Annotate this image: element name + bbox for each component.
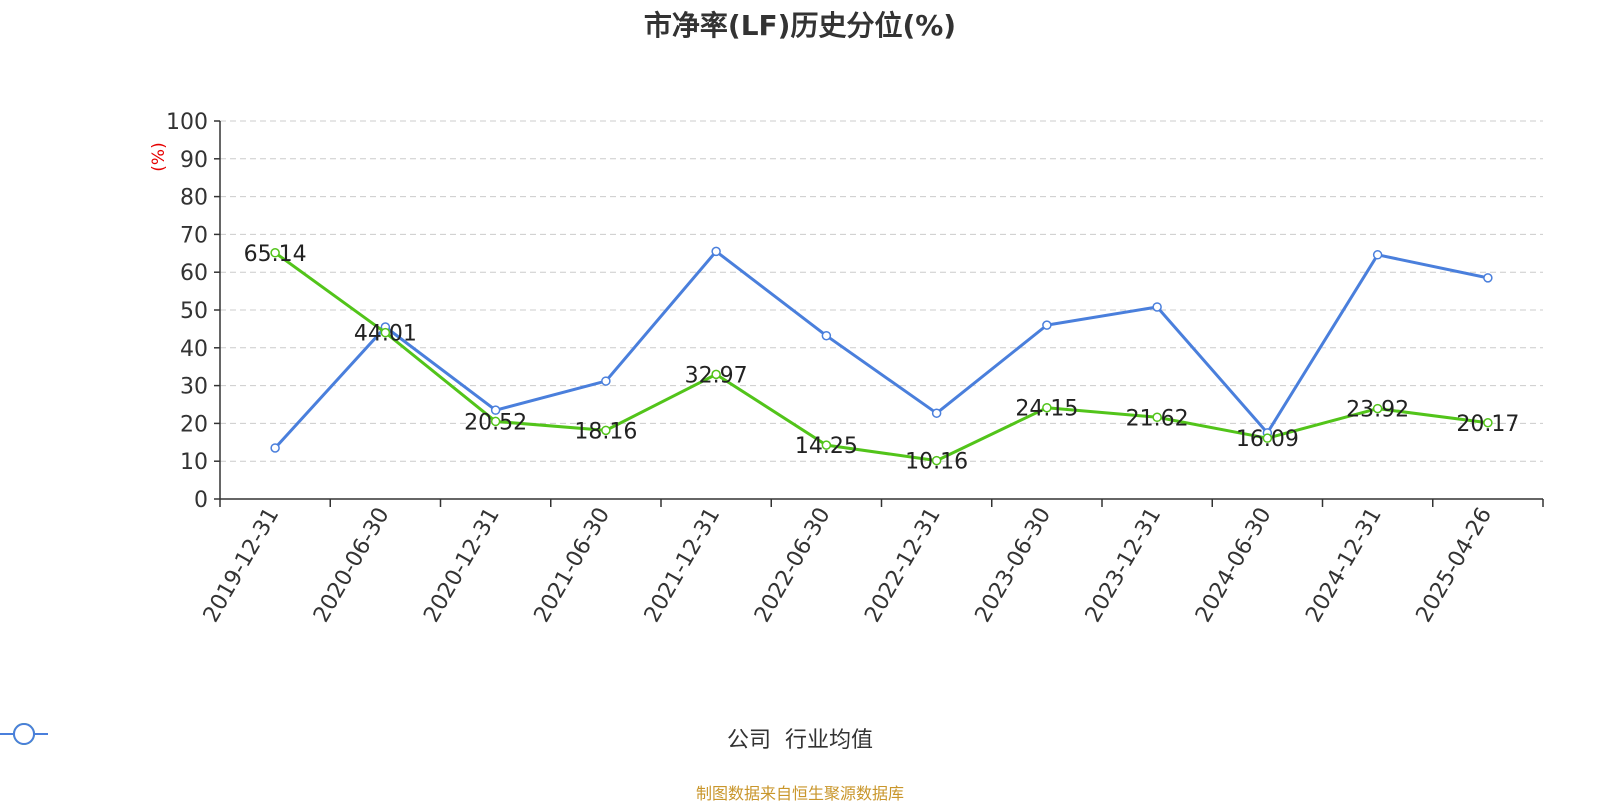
axes: 0 10 20 30 40 50 60 70 80 90 100 (%) 2019-12-31 2020-…: [149, 110, 1544, 627]
x-tick-label: 2019-12-31: [199, 504, 285, 627]
y-tick-label: 10: [180, 450, 208, 475]
data-label: 23.92: [1346, 398, 1409, 423]
y-tick-label: 20: [180, 412, 208, 437]
y-tick-label: 50: [180, 299, 208, 324]
x-tick-label: 2021-06-30: [529, 504, 615, 627]
y-axis-label: (%): [149, 142, 169, 171]
data-point-company: [1152, 412, 1162, 423]
data-point-company: [1042, 402, 1052, 413]
data-label: 10.16: [905, 450, 968, 475]
data-label: 24.15: [1015, 397, 1078, 422]
x-tick-label: 2023-12-31: [1081, 504, 1167, 627]
data-point-industry-avg: [1483, 273, 1493, 283]
data-point-company: [931, 455, 942, 466]
data-point-company: [601, 425, 611, 436]
x-tick-label: 2022-12-31: [860, 504, 946, 627]
data-point-company: [490, 416, 501, 427]
data-point-industry-avg: [1152, 302, 1162, 312]
x-tick-label: 2024-12-31: [1301, 504, 1387, 627]
legend-label-industry-avg: 行业均值: [785, 728, 874, 753]
y-tick-label: 0: [194, 488, 208, 513]
y-tick-label: 40: [180, 337, 208, 362]
data-point-company: [711, 369, 721, 380]
x-tick-label: 2021-12-31: [640, 504, 726, 627]
data-label: 65.14: [244, 242, 307, 267]
y-tick-label: 100: [166, 110, 208, 135]
data-point-industry-avg: [490, 405, 501, 415]
series-lines: [270, 246, 1493, 466]
data-point-industry-avg: [1372, 250, 1383, 260]
data-point-industry-avg: [270, 443, 280, 453]
y-tick-label: 70: [180, 223, 208, 248]
x-tick-label: 2024-06-30: [1191, 504, 1277, 627]
x-tick-label: 2020-12-31: [419, 504, 505, 627]
x-tick-label: 2025-04-26: [1411, 504, 1497, 627]
data-point-industry-avg: [821, 330, 832, 341]
data-point-industry-avg: [711, 246, 721, 257]
data-label: 44.01: [354, 322, 417, 347]
data-point-company: [821, 440, 832, 450]
chart-title: 市净率(LF)历史分位(%): [643, 9, 957, 42]
data-point-industry-avg: [931, 408, 942, 418]
data-source-note: 制图数据来自恒生聚源数据库: [695, 784, 904, 803]
data-label: 18.16: [574, 419, 637, 444]
legend: 公司 行业均值: [0, 722, 1600, 754]
data-label: 20.52: [464, 410, 527, 435]
data-point-industry-avg: [601, 376, 611, 386]
data-point-company: [1483, 418, 1493, 428]
x-tick-label: 2020-06-30: [309, 504, 395, 627]
data-point-company: [1372, 403, 1383, 414]
data-label: 32.97: [685, 363, 748, 388]
data-point-industry-avg: [1042, 320, 1052, 330]
data-point-company: [270, 248, 280, 258]
legend-item-industry-avg[interactable]: 行业均值: [0, 722, 874, 754]
y-tick-label: 80: [180, 186, 208, 211]
x-tick-label: 2023-06-30: [970, 504, 1056, 627]
series-line-company: [274, 251, 1489, 463]
data-point-company: [1262, 433, 1273, 443]
y-tick-label: 30: [180, 375, 208, 400]
x-tick-label: 2022-06-30: [750, 504, 836, 627]
data-label: 21.62: [1126, 406, 1189, 431]
data-label: 16.09: [1236, 427, 1299, 452]
y-tick-label: 90: [180, 148, 208, 173]
data-labels: 65.14 44.01 20.52 18.16 32.97 14.25 10.16 24.15…: [244, 242, 1520, 475]
legend-item-company[interactable]: 公司: [0, 722, 771, 754]
y-tick-label: 60: [180, 261, 208, 286]
legend-marker-industry-avg: [0, 723, 48, 745]
data-point-company: [380, 327, 391, 338]
data-label: 20.17: [1456, 412, 1519, 437]
gridlines: [220, 120, 1543, 462]
data-label: 14.25: [795, 434, 858, 459]
legend-label-company: 公司: [726, 728, 771, 753]
series-line-industry-avg: [274, 249, 1489, 449]
